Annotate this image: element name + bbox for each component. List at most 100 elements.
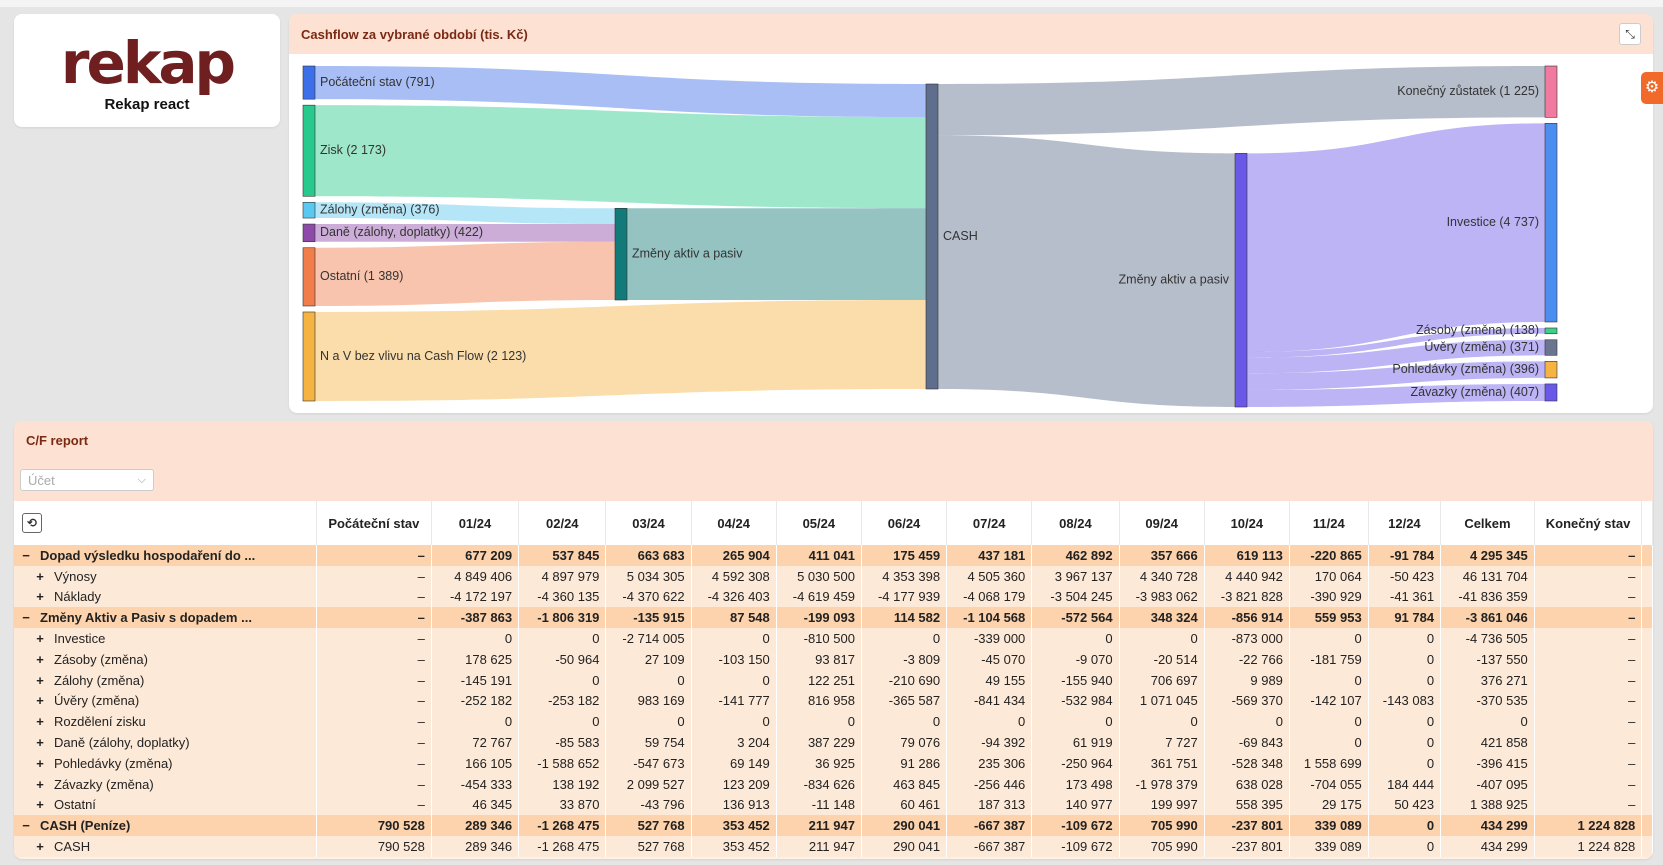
sankey-node[interactable] bbox=[1234, 153, 1248, 408]
sankey-node[interactable] bbox=[1544, 361, 1558, 379]
sankey-node[interactable] bbox=[302, 201, 316, 219]
row-label: Ostatní bbox=[54, 797, 96, 813]
sankey-node[interactable] bbox=[302, 247, 316, 307]
table-cell: -4 619 459 bbox=[776, 586, 862, 608]
sankey-link[interactable] bbox=[315, 202, 615, 225]
expand-row-icon[interactable]: + bbox=[36, 797, 44, 813]
expand-icon[interactable]: ⤡ bbox=[1619, 23, 1641, 45]
expand-row-icon[interactable]: + bbox=[36, 651, 44, 667]
row-label-cell: + Výnosy bbox=[14, 565, 317, 587]
sankey-node[interactable] bbox=[1544, 327, 1558, 335]
col-header[interactable]: 06/24 bbox=[861, 501, 948, 545]
expand-row-icon[interactable]: + bbox=[36, 776, 44, 792]
sankey-node[interactable] bbox=[1544, 383, 1558, 402]
sankey-node-label: Pohledávky (změna) (396) bbox=[1392, 362, 1539, 376]
table-cell: – bbox=[316, 752, 432, 774]
logo-card[interactable]: rekap Rekap react bbox=[14, 14, 280, 127]
sankey-node[interactable] bbox=[1544, 339, 1558, 356]
table-cell: 199 997 bbox=[1119, 794, 1205, 816]
col-header[interactable]: 04/24 bbox=[691, 501, 777, 545]
sankey-link[interactable] bbox=[938, 66, 1545, 136]
expand-row-icon[interactable]: + bbox=[36, 714, 44, 730]
table-cell: 790 528 bbox=[316, 836, 432, 857]
sankey-node-label: Zálohy (změna) (376) bbox=[320, 202, 440, 216]
col-header[interactable]: 05/24 bbox=[776, 501, 862, 545]
expand-row-icon[interactable]: + bbox=[36, 589, 44, 605]
sankey-node[interactable] bbox=[302, 223, 316, 243]
col-header[interactable]: 08/24 bbox=[1031, 501, 1120, 545]
expand-row-icon[interactable]: + bbox=[36, 693, 44, 709]
account-select[interactable]: Účet ⌵ bbox=[20, 469, 154, 491]
row-label: Daně (zálohy, doplatky) bbox=[54, 735, 190, 751]
col-header[interactable]: 01/24 bbox=[431, 501, 520, 545]
expand-row-icon[interactable]: + bbox=[36, 755, 44, 771]
table-cell: 0 bbox=[946, 711, 1033, 733]
sankey-link[interactable] bbox=[315, 224, 615, 242]
table-cell: -3 861 046 bbox=[1440, 607, 1535, 629]
table-cell: 463 845 bbox=[861, 773, 948, 795]
table-cell: 559 953 bbox=[1289, 607, 1369, 629]
sankey-link[interactable] bbox=[938, 135, 1235, 407]
cell-spacer bbox=[1641, 711, 1653, 733]
col-header[interactable]: 12/24 bbox=[1368, 501, 1442, 545]
table-cell: 265 904 bbox=[691, 545, 777, 566]
table-cell: 170 064 bbox=[1289, 565, 1369, 587]
gear-icon[interactable]: ⚙ bbox=[1641, 72, 1663, 104]
sankey-link[interactable] bbox=[1247, 361, 1545, 390]
col-header[interactable]: 02/24 bbox=[518, 501, 607, 545]
sankey-node[interactable] bbox=[302, 65, 316, 100]
sankey-node[interactable] bbox=[1544, 123, 1558, 323]
col-header[interactable]: 09/24 bbox=[1119, 501, 1205, 545]
col-header[interactable]: Počáteční stav bbox=[316, 501, 432, 545]
sankey-node[interactable] bbox=[1544, 65, 1558, 118]
expand-row-icon[interactable]: + bbox=[36, 839, 44, 855]
collapse-icon[interactable]: − bbox=[22, 547, 30, 563]
expand-row-icon[interactable]: + bbox=[36, 672, 44, 688]
table-cell: -69 843 bbox=[1204, 732, 1290, 753]
sankey-link[interactable] bbox=[627, 208, 926, 300]
sankey-link[interactable] bbox=[315, 299, 926, 401]
row-label-cell: + Zálohy (změna) bbox=[14, 669, 317, 691]
sankey-link[interactable] bbox=[1247, 383, 1545, 407]
table-cell: 0 bbox=[1119, 628, 1205, 649]
table-cell: 0 bbox=[1368, 732, 1442, 753]
cell-spacer bbox=[1641, 648, 1653, 670]
sankey-node[interactable] bbox=[302, 311, 316, 402]
col-header[interactable]: 07/24 bbox=[946, 501, 1033, 545]
collapse-icon[interactable]: − bbox=[22, 818, 30, 834]
table-cell: 235 306 bbox=[946, 752, 1033, 774]
expand-row-icon[interactable]: + bbox=[36, 735, 44, 751]
table-cell: – bbox=[316, 669, 432, 691]
table-cell: 353 452 bbox=[691, 836, 777, 857]
refresh-icon[interactable]: ⟲ bbox=[22, 513, 42, 533]
table-cell: 140 977 bbox=[1031, 794, 1120, 816]
sankey-link[interactable] bbox=[315, 66, 926, 118]
row-label-cell: + Zásoby (změna) bbox=[14, 648, 317, 670]
table-cell: – bbox=[1534, 586, 1643, 608]
collapse-icon[interactable]: − bbox=[22, 610, 30, 626]
sankey-link[interactable] bbox=[1247, 327, 1545, 358]
table-header-row: ⟲ Počáteční stav 01/24 02/24 03/24 04/24… bbox=[14, 501, 1653, 545]
sankey-link[interactable] bbox=[315, 241, 615, 306]
col-header[interactable]: 11/24 bbox=[1289, 501, 1369, 545]
sankey-link[interactable] bbox=[1247, 123, 1545, 352]
col-spacer bbox=[1641, 501, 1653, 545]
expand-row-icon[interactable]: + bbox=[36, 631, 44, 647]
col-header[interactable]: 03/24 bbox=[605, 501, 692, 545]
sankey-node[interactable] bbox=[302, 104, 316, 197]
table-cell: 353 452 bbox=[691, 815, 777, 837]
sankey-node[interactable] bbox=[925, 83, 939, 390]
expand-row-icon[interactable]: + bbox=[36, 568, 44, 584]
table-cell: 638 028 bbox=[1204, 773, 1290, 795]
col-header[interactable]: Celkem bbox=[1440, 501, 1535, 545]
sankey-link[interactable] bbox=[315, 105, 926, 209]
account-select-placeholder: Účet bbox=[28, 472, 55, 488]
table-cell: 46 131 704 bbox=[1440, 565, 1535, 587]
col-header[interactable]: Konečný stav bbox=[1534, 501, 1643, 545]
sankey-node[interactable] bbox=[614, 207, 628, 301]
table-cell: 290 041 bbox=[861, 836, 948, 857]
col-header[interactable]: 10/24 bbox=[1204, 501, 1290, 545]
sankey-link[interactable] bbox=[1247, 339, 1545, 374]
sankey-node-label: Daně (zálohy, doplatky) (422) bbox=[320, 225, 483, 239]
table-cell: 290 041 bbox=[861, 815, 948, 837]
